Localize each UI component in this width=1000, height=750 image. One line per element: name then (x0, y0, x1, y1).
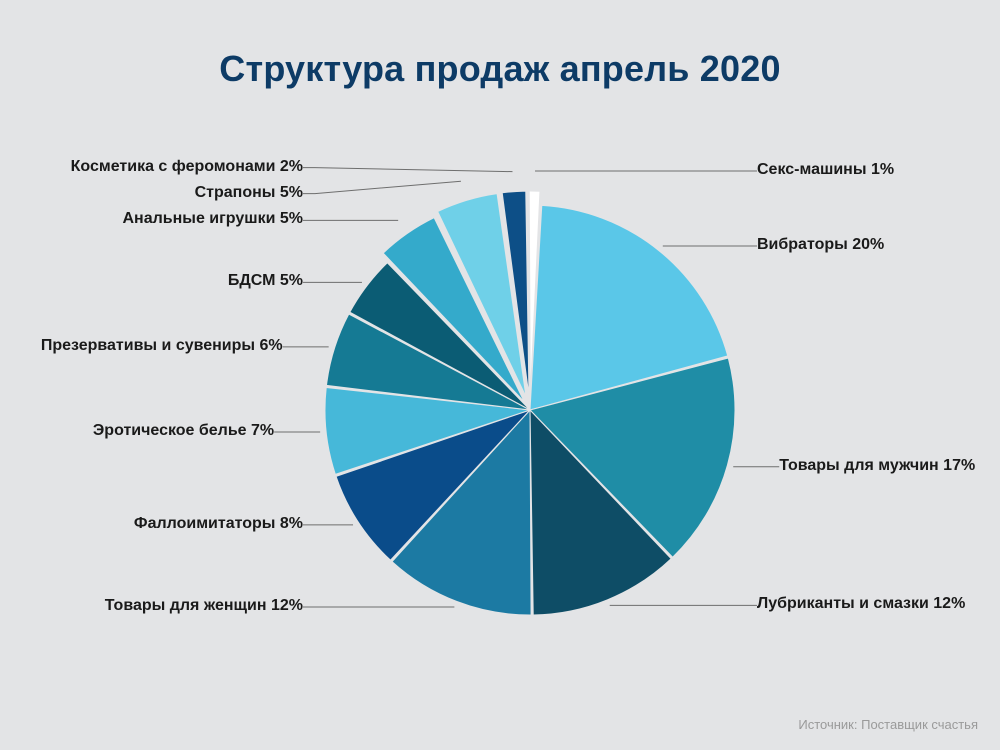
slice-label: Страпоны 5% (195, 184, 303, 202)
leader-line (303, 181, 461, 193)
slice-label: Товары для мужчин 17% (779, 457, 975, 475)
slice-label: Лубриканты и смазки 12% (757, 595, 965, 613)
slice-label: Презервативы и сувениры 6% (41, 337, 283, 355)
slice-label: БДСМ 5% (228, 272, 303, 290)
chart-source: Источник: Поставщик счастья (798, 717, 978, 732)
slice-label: Секс-машины 1% (757, 161, 894, 179)
leader-line (303, 168, 512, 172)
slice-label: Товары для женщин 12% (105, 597, 303, 615)
slice-label: Анальные игрушки 5% (123, 210, 304, 228)
slice-label: Эротическое белье 7% (93, 422, 274, 440)
slice-label: Вибраторы 20% (757, 236, 884, 254)
source-prefix: Источник: (798, 717, 861, 732)
source-name: Поставщик счастья (861, 717, 978, 732)
pie-chart: Косметика с феромонами 2% Страпоны 5% Анал… (0, 120, 1000, 680)
slice-label: Фаллоимитаторы 8% (134, 515, 303, 533)
chart-title: Структура продаж апрель 2020 (0, 48, 1000, 90)
slice-label: Косметика с феромонами 2% (71, 158, 303, 176)
